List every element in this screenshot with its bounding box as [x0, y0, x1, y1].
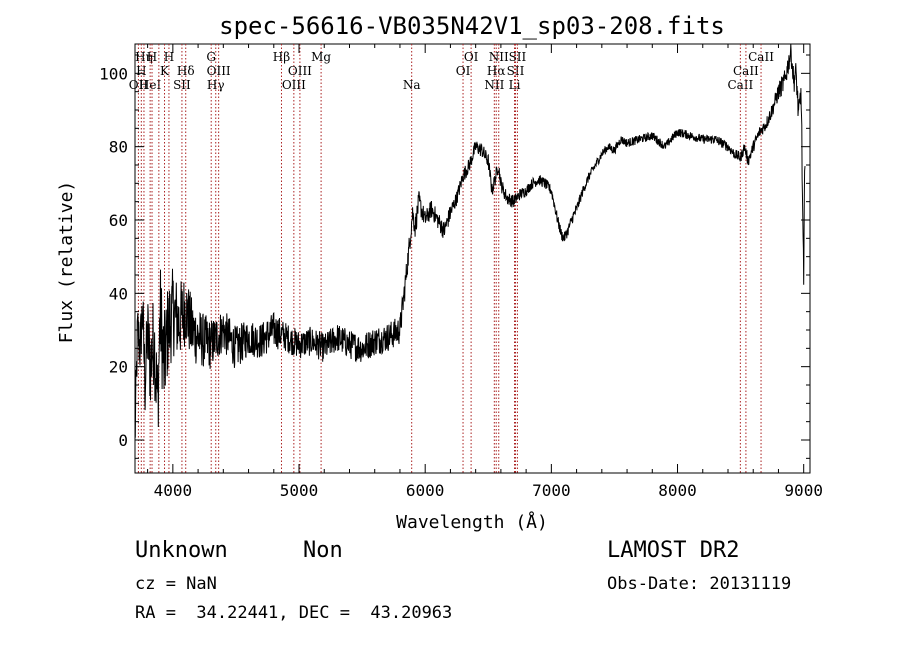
obs-date-text: Obs-Date: 20131119: [607, 574, 792, 594]
line-marker-label: H: [147, 50, 157, 64]
x-axis-label: Wavelength (Å): [396, 511, 548, 533]
line-marker-label: Hα: [487, 64, 506, 78]
redshift-text: cz = NaN: [135, 574, 217, 594]
x-tick-label: 6000: [406, 481, 445, 500]
line-marker-label: Na: [403, 78, 421, 92]
y-tick-label: 80: [109, 138, 128, 157]
line-marker-label: K: [160, 64, 170, 78]
line-marker-label: OIII: [288, 64, 312, 78]
line-marker-label: H: [164, 50, 174, 64]
coordinates-text: RA = 34.22441, DEC = 43.20963: [135, 603, 453, 623]
line-marker-label: G: [206, 50, 216, 64]
x-tick-label: 4000: [154, 481, 193, 500]
line-marker-label: OI: [456, 64, 471, 78]
y-tick-label: 100: [99, 64, 128, 83]
spectrum-line: [134, 43, 806, 438]
line-marker-label: OIII: [282, 78, 306, 92]
line-marker-label: NII: [489, 50, 509, 64]
x-tick-label: 5000: [280, 481, 319, 500]
line-marker-label: H: [136, 64, 146, 78]
x-tick-label: 7000: [532, 481, 571, 500]
line-marker-label: OII: [129, 78, 149, 92]
line-marker-label: NII: [484, 78, 504, 92]
line-marker-label: Hδ: [177, 64, 195, 78]
line-marker-label: CaII: [748, 50, 774, 64]
subclass-label: Non: [303, 538, 343, 563]
y-axis-label: Flux (relative): [56, 181, 77, 344]
chart-title: spec-56616-VB035N42V1_sp03-208.fits: [219, 12, 725, 40]
line-marker-label: CaII: [733, 64, 759, 78]
line-marker-label: SII: [173, 78, 191, 92]
line-marker-label: SII: [509, 50, 527, 64]
line-marker-label: HeI: [139, 78, 162, 92]
y-tick-label: 40: [109, 284, 128, 303]
plot-frame: [134, 43, 811, 474]
line-marker-label: Hβ: [273, 50, 290, 64]
line-marker-label: OI: [464, 50, 479, 64]
survey-label: LAMOST DR2: [607, 538, 740, 563]
class-label: Unknown: [135, 538, 228, 563]
line-marker-label: CaII: [727, 78, 753, 92]
line-marker-label: OIII: [207, 64, 231, 78]
y-tick-label: 20: [109, 358, 128, 377]
line-marker-label: Hη: [135, 50, 153, 64]
y-tick-label: 60: [109, 211, 128, 230]
line-marker-label: SII: [507, 64, 525, 78]
line-marker-label: Mg: [311, 50, 331, 64]
x-tick-label: 8000: [658, 481, 697, 500]
line-marker-label: Hγ: [207, 78, 225, 92]
line-marker-label: Li: [509, 78, 521, 92]
x-tick-label: 9000: [784, 481, 823, 500]
y-tick-label: 0: [118, 431, 128, 450]
